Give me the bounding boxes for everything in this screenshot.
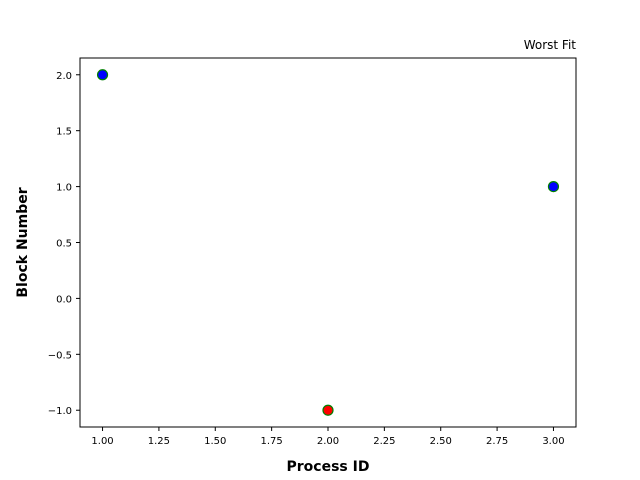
x-tick-label: 1.50 xyxy=(204,436,226,447)
x-tick-label: 1.75 xyxy=(261,436,283,447)
data-point xyxy=(322,404,334,416)
x-axis-ticks: 1.00 1.25 1.50 1.75 2.00 2.25 2.50 2.75 3.00 xyxy=(91,427,565,447)
data-point xyxy=(96,69,109,81)
y-tick-label: −1.0 xyxy=(48,406,72,417)
chart-title: Worst Fit xyxy=(524,38,577,52)
y-tick-label: 1.5 xyxy=(56,127,72,138)
x-tick-label: 1.25 xyxy=(148,436,170,447)
x-tick-label: 2.75 xyxy=(486,436,508,447)
y-axis-label: Block Number xyxy=(15,187,31,297)
y-tick-label: 1.0 xyxy=(56,183,72,194)
x-tick-label: 3.00 xyxy=(542,436,564,447)
x-tick-label: 2.25 xyxy=(373,436,395,447)
data-point xyxy=(547,180,560,193)
x-tick-label: 2.50 xyxy=(430,436,452,447)
y-tick-label: 0.5 xyxy=(56,239,72,250)
x-tick-label: 2.00 xyxy=(317,436,339,447)
y-tick-label: 2.0 xyxy=(56,71,72,82)
data-points xyxy=(96,69,560,416)
plot-frame xyxy=(79,57,577,428)
y-axis-ticks: −1.0 −0.5 0.0 0.5 1.0 1.5 2.0 xyxy=(48,71,80,417)
y-tick-label: 0.0 xyxy=(56,294,72,305)
x-axis-label: Process ID xyxy=(287,459,370,475)
x-tick-label: 1.00 xyxy=(91,436,113,447)
y-tick-label: −0.5 xyxy=(48,350,72,361)
